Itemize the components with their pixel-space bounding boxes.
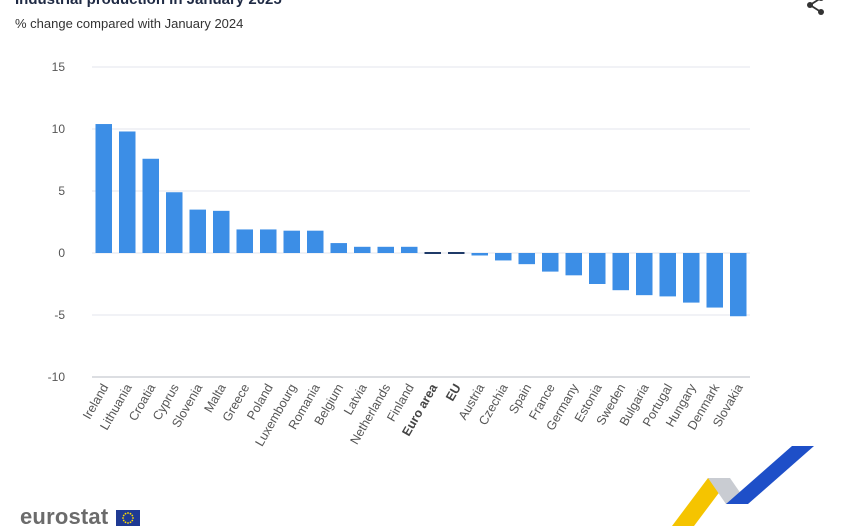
bar xyxy=(95,124,112,253)
y-tick-label: 0 xyxy=(58,246,65,260)
bar xyxy=(354,246,371,253)
bar xyxy=(542,253,559,272)
bar-chart: 151050-5-10IrelandLithuaniaCroatiaCyprus… xyxy=(48,60,750,449)
bar xyxy=(565,253,582,276)
bar xyxy=(589,253,606,284)
bar xyxy=(659,253,676,297)
bar xyxy=(377,246,394,253)
bar xyxy=(236,229,253,253)
bar xyxy=(706,253,723,308)
y-tick-label: -10 xyxy=(48,370,66,384)
y-tick-label: 10 xyxy=(52,122,66,136)
bar xyxy=(307,230,324,253)
bar xyxy=(636,253,653,296)
share-icon[interactable] xyxy=(804,0,828,18)
bar xyxy=(683,253,700,303)
bar xyxy=(260,229,277,253)
bar xyxy=(518,253,535,265)
bar xyxy=(189,209,206,253)
bar xyxy=(730,253,747,317)
y-tick-label: -5 xyxy=(54,308,65,322)
chart-title: Industrial production in January 2025 xyxy=(15,0,282,8)
bar xyxy=(142,158,159,253)
bar xyxy=(330,243,347,253)
bar xyxy=(424,252,441,254)
bar xyxy=(283,230,300,253)
bar xyxy=(448,252,465,254)
x-tick-label: EU xyxy=(443,382,464,404)
bar xyxy=(166,192,183,253)
bar xyxy=(471,253,488,256)
chart-subtitle: % change compared with January 2024 xyxy=(15,16,244,31)
bar xyxy=(119,131,136,253)
eu-flag-icon xyxy=(116,510,140,526)
bar xyxy=(495,253,512,261)
bar xyxy=(612,253,629,291)
bar xyxy=(213,210,230,253)
y-tick-label: 5 xyxy=(58,184,65,198)
bar xyxy=(401,246,418,253)
decorative-ribbon xyxy=(672,446,814,526)
y-tick-label: 15 xyxy=(52,60,66,74)
eurostat-logo-text: eurostat xyxy=(20,504,109,529)
